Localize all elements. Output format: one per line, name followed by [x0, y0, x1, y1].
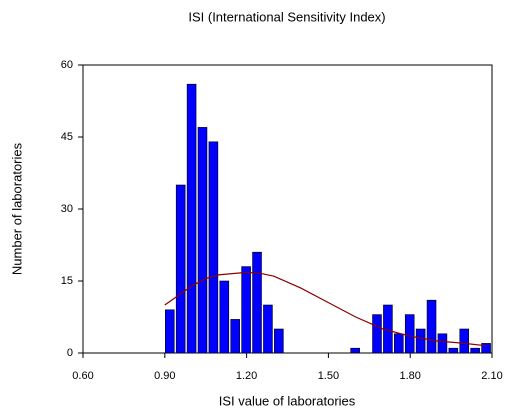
- bar: [437, 333, 448, 354]
- bar: [459, 328, 470, 354]
- x-axis-label: ISI value of laboratories: [219, 393, 356, 408]
- bar: [263, 304, 273, 354]
- bar: [481, 343, 491, 354]
- bar: [219, 280, 230, 354]
- bar: [394, 333, 404, 354]
- bar: [470, 347, 480, 354]
- bar: [415, 328, 426, 354]
- bar: [186, 83, 197, 354]
- y-axis-label: Number of laboratories: [9, 142, 24, 275]
- x-tick-label: 1.20: [236, 370, 257, 382]
- bar: [350, 347, 360, 354]
- fit-curve: [164, 271, 487, 347]
- bar: [448, 347, 459, 354]
- bar: [165, 309, 175, 354]
- y-tick-label: 15: [61, 275, 73, 287]
- bar: [274, 328, 284, 354]
- x-tick-label: 0.90: [154, 370, 175, 382]
- bar: [372, 314, 382, 354]
- bar: [252, 251, 262, 354]
- bar: [197, 127, 208, 354]
- bar: [175, 184, 186, 354]
- x-tick-label: 2.10: [481, 370, 502, 382]
- bar: [230, 319, 240, 354]
- x-tick-label: 0.60: [72, 370, 93, 382]
- x-tick-label: 1.80: [399, 370, 420, 382]
- bar: [426, 299, 437, 354]
- bar: [208, 141, 219, 354]
- y-tick-label: 30: [61, 203, 73, 215]
- y-tick-label: 45: [61, 131, 73, 143]
- y-tick-label: 0: [67, 347, 73, 359]
- chart-title: ISI (International Sensitivity Index): [188, 9, 385, 24]
- x-tick-label: 1.50: [318, 370, 339, 382]
- bar: [241, 266, 251, 354]
- y-tick-label: 60: [61, 59, 73, 71]
- bar: [404, 314, 415, 354]
